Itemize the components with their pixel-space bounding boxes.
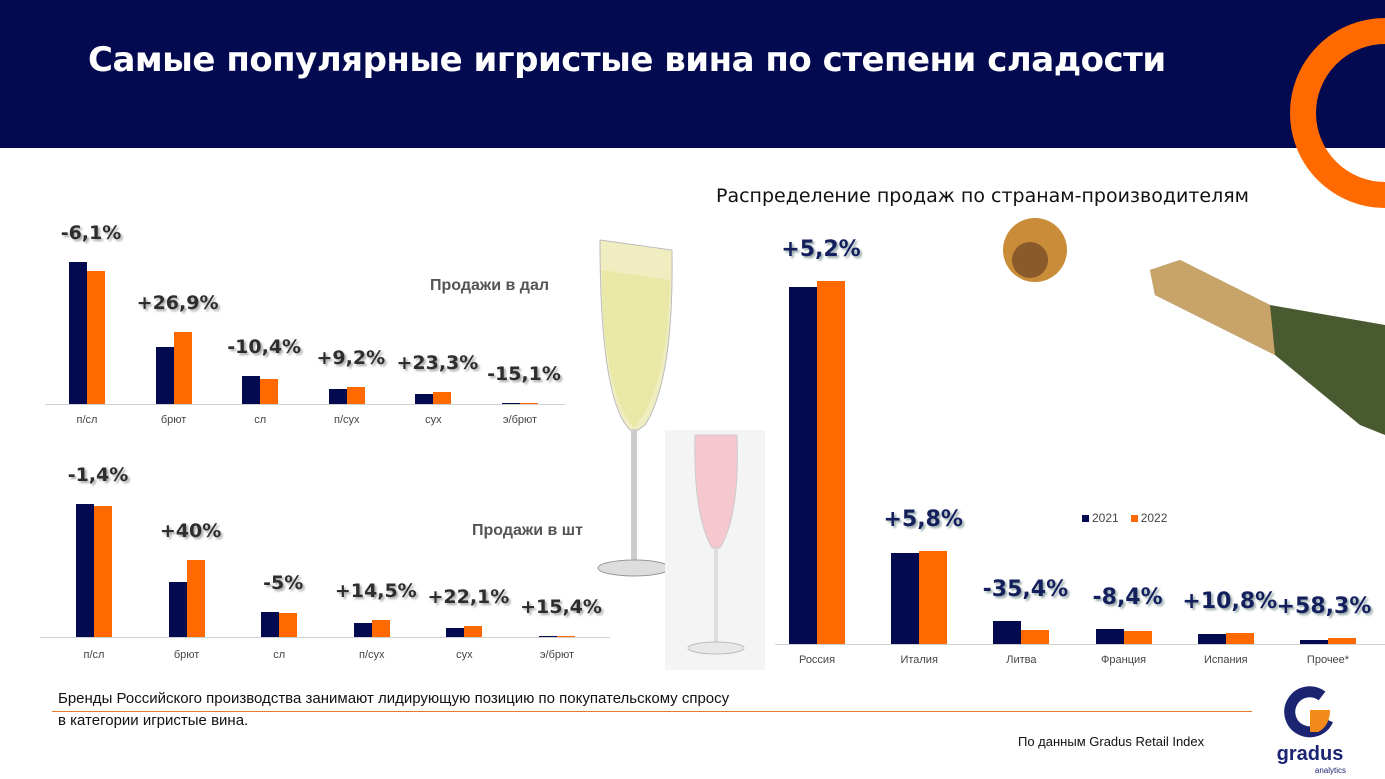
x-axis-line [45, 404, 565, 405]
category-label: Франция [1101, 654, 1147, 666]
data-label: -15,1% [487, 363, 561, 385]
category-label: п/сух [359, 649, 385, 661]
rose-glass-image [665, 430, 765, 670]
gradus-logo-mark [1284, 686, 1334, 738]
chart-title-sales-dal: Продажи в дал [430, 277, 550, 294]
page-title: Самые популярные игристые вина по степен… [88, 40, 1166, 80]
bar-2022 [1225, 633, 1254, 644]
footer-note: Бренды Российского производства занимают… [58, 690, 730, 729]
category-label: Испания [1203, 654, 1248, 666]
bar-2021 [502, 403, 520, 404]
bar-2021 [69, 262, 87, 404]
bar-2022 [94, 506, 112, 637]
bar-2022 [371, 620, 390, 637]
bar-2022 [1021, 630, 1050, 644]
category-label: брют [173, 649, 200, 661]
bar-2022 [919, 551, 948, 644]
data-label: +5,2% [781, 237, 861, 262]
bar-2021 [155, 347, 174, 404]
bar-2021 [446, 628, 465, 637]
bar-2021 [789, 287, 817, 644]
gradus-logo: gradus analytics [1270, 682, 1350, 775]
data-label: +5,8% [883, 507, 963, 532]
bar-2021 [1095, 629, 1124, 644]
bar-2022 [346, 387, 365, 404]
bar-2022 [433, 392, 452, 404]
bar-2022 [464, 626, 483, 637]
bar-2021 [993, 621, 1022, 644]
chart-legend: 2021 2022 [1082, 511, 1167, 525]
bar-2021 [353, 623, 372, 637]
bar-2021 [539, 636, 557, 637]
data-label: +15,4% [520, 596, 602, 618]
category-label: Россия [798, 654, 836, 666]
category-label: Литва [1006, 654, 1037, 666]
data-label: +26,9% [136, 292, 219, 314]
bar-2021 [168, 582, 187, 637]
data-label: +9,2% [316, 347, 386, 369]
x-axis-line [40, 637, 610, 638]
bar-2022 [520, 403, 538, 404]
bar-2022 [279, 613, 298, 637]
bar-2021 [891, 553, 920, 644]
divider [52, 711, 1252, 712]
legend-item-2022: 2022 [1130, 511, 1167, 525]
chart-title-countries: Распределение продаж по странам-производ… [716, 185, 1250, 207]
champagne-glass-image [597, 239, 673, 577]
bar-2021 [1300, 640, 1328, 644]
bar-2022 [260, 379, 279, 404]
category-label: сл [254, 414, 267, 426]
data-label: +14,5% [334, 580, 417, 602]
category-label: э/брют [502, 414, 538, 426]
header-band: Самые популярные игристые вина по степен… [0, 0, 1385, 148]
data-label: -10,4% [227, 336, 302, 358]
category-label: п/сух [334, 414, 360, 426]
bar-2022 [817, 281, 845, 644]
bar-2021 [328, 389, 347, 404]
bar-2021 [76, 504, 94, 637]
data-label: -1,4% [67, 464, 129, 486]
data-label: -8,4% [1092, 585, 1163, 610]
bar-2022 [173, 332, 192, 404]
champagne-bottle-image [1003, 218, 1385, 435]
data-label: +22,1% [427, 586, 510, 608]
category-label: п/сл [76, 414, 98, 426]
data-label: +58,3% [1276, 594, 1372, 619]
x-axis-line [775, 644, 1385, 645]
chart-title-sales-units: Продажи в шт [472, 522, 583, 539]
bar-2022 [557, 636, 575, 637]
bar-2022 [1328, 638, 1356, 644]
category-label: э/брют [539, 649, 575, 661]
category-label: Италия [900, 654, 938, 666]
data-label: -5% [263, 572, 304, 594]
source-note: По данным Gradus Retail Index [1018, 734, 1205, 749]
logo-subtext: analytics [1314, 766, 1346, 775]
legend-item-2021: 2021 [1082, 511, 1119, 525]
bar-2022 [1123, 631, 1152, 644]
decorative-orange-ring [1290, 18, 1385, 208]
data-label: +10,8% [1182, 589, 1278, 614]
bar-2021 [1197, 634, 1226, 644]
bar-2021 [261, 612, 280, 637]
bar-2021 [242, 376, 261, 404]
data-label: -35,4% [982, 577, 1069, 602]
data-label: +40% [159, 520, 222, 542]
category-label: п/сл [83, 649, 105, 661]
data-label: +23,3% [396, 352, 479, 374]
category-label: брют [160, 414, 187, 426]
logo-text: gradus [1276, 743, 1344, 765]
bar-2022 [87, 271, 105, 404]
category-label: сух [456, 649, 473, 661]
category-label: Прочее* [1306, 654, 1350, 666]
category-label: сл [273, 649, 286, 661]
data-label: -6,1% [60, 222, 122, 244]
bar-2022 [186, 560, 205, 637]
category-label: сух [425, 414, 442, 426]
bar-2021 [415, 394, 434, 404]
